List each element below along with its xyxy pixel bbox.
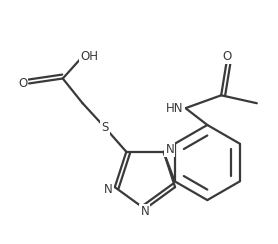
Text: O: O: [222, 50, 232, 63]
Text: N: N: [165, 143, 174, 156]
Text: HN: HN: [166, 102, 183, 115]
Text: N: N: [141, 205, 149, 218]
Text: O: O: [18, 77, 27, 90]
Text: S: S: [102, 122, 109, 134]
Text: OH: OH: [81, 50, 99, 63]
Text: N: N: [104, 183, 113, 196]
